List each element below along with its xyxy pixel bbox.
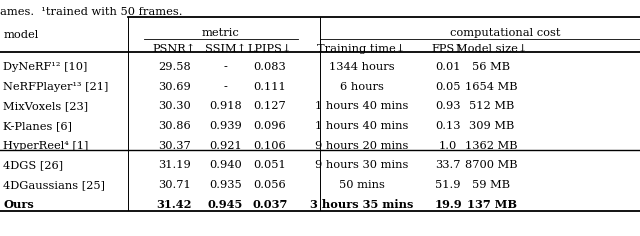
Text: 309 MB: 309 MB [469,121,514,131]
Text: K-Planes [6]: K-Planes [6] [3,121,72,131]
Text: 1344 hours: 1344 hours [329,62,394,72]
Text: computational cost: computational cost [451,28,561,38]
Text: FPS↑: FPS↑ [431,44,465,54]
Text: 512 MB: 512 MB [469,101,514,111]
Text: 9 hours 30 mins: 9 hours 30 mins [315,160,408,170]
Text: 0.918: 0.918 [209,101,242,111]
Text: 31.19: 31.19 [157,160,191,170]
Text: 1654 MB: 1654 MB [465,82,518,92]
Text: 19.9: 19.9 [434,199,462,211]
Text: 50 mins: 50 mins [339,180,385,190]
Text: 4DGS [26]: 4DGS [26] [3,160,63,170]
Text: SSIM↑: SSIM↑ [205,44,246,54]
Text: 30.30: 30.30 [157,101,191,111]
Text: metric: metric [202,28,239,38]
Text: 6 hours: 6 hours [340,82,383,92]
Text: 0.056: 0.056 [253,180,287,190]
Text: Training time↓: Training time↓ [317,44,406,54]
Text: 9 hours 20 mins: 9 hours 20 mins [315,141,408,151]
Text: 51.9: 51.9 [435,180,461,190]
Text: 30.69: 30.69 [157,82,191,92]
Text: 0.940: 0.940 [209,160,242,170]
Text: 30.37: 30.37 [157,141,191,151]
Text: 8700 MB: 8700 MB [465,160,518,170]
Text: 33.7: 33.7 [435,160,461,170]
Text: 0.127: 0.127 [253,101,287,111]
Text: 0.037: 0.037 [252,199,288,211]
Text: 0.935: 0.935 [209,180,242,190]
Text: 0.921: 0.921 [209,141,242,151]
Text: 0.083: 0.083 [253,62,287,72]
Text: LPIPS↓: LPIPS↓ [248,44,292,54]
Text: 0.106: 0.106 [253,141,287,151]
Text: Model size↓: Model size↓ [456,44,527,54]
Text: HyperReel⁴ [1]: HyperReel⁴ [1] [3,141,88,151]
Text: DyNeRF¹² [10]: DyNeRF¹² [10] [3,62,88,72]
Text: 1.0: 1.0 [439,141,457,151]
Text: -: - [223,82,227,92]
Text: 0.05: 0.05 [435,82,461,92]
Text: 31.42: 31.42 [156,199,192,211]
Text: -: - [223,62,227,72]
Text: NeRFPlayer¹³ [21]: NeRFPlayer¹³ [21] [3,82,109,92]
Text: PSNR↑: PSNR↑ [152,44,196,54]
Text: 29.58: 29.58 [157,62,191,72]
Text: 0.051: 0.051 [253,160,287,170]
Text: 0.13: 0.13 [435,121,461,131]
Text: 0.93: 0.93 [435,101,461,111]
Text: 0.096: 0.096 [253,121,287,131]
Text: 30.71: 30.71 [157,180,191,190]
Text: 137 MB: 137 MB [467,199,516,211]
Text: 56 MB: 56 MB [472,62,511,72]
Text: 0.111: 0.111 [253,82,287,92]
Text: 30.86: 30.86 [157,121,191,131]
Text: 4DGaussians [25]: 4DGaussians [25] [3,180,105,190]
Text: 0.939: 0.939 [209,121,242,131]
Text: ames.  ¹trained with 50 frames.: ames. ¹trained with 50 frames. [0,7,182,17]
Text: MixVoxels [23]: MixVoxels [23] [3,101,88,111]
Text: 0.945: 0.945 [207,199,243,211]
Text: 1 hours 40 mins: 1 hours 40 mins [315,101,408,111]
Text: Ours: Ours [3,199,34,211]
Text: 1 hours 40 mins: 1 hours 40 mins [315,121,408,131]
Text: model: model [3,30,38,40]
Text: 0.01: 0.01 [435,62,461,72]
Text: 1362 MB: 1362 MB [465,141,518,151]
Text: 59 MB: 59 MB [472,180,511,190]
Text: 3 hours 35 mins: 3 hours 35 mins [310,199,413,211]
